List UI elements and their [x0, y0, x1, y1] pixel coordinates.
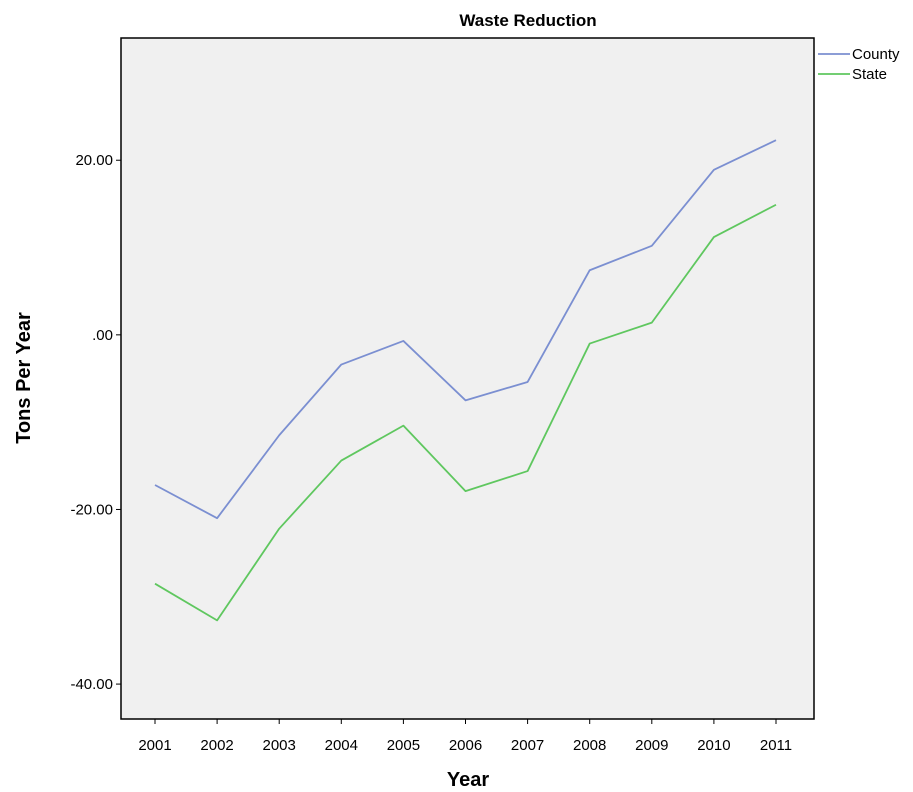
x-tick-label: 2008 [573, 737, 606, 754]
y-tick-label: .00 [92, 327, 113, 344]
x-tick-label: 2006 [449, 737, 482, 754]
x-tick-label: 2009 [635, 737, 668, 754]
x-tick-label: 2004 [325, 737, 358, 754]
series-line-county [154, 139, 777, 520]
chart-title: Waste Reduction [459, 11, 596, 30]
y-axis-label: Tons Per Year [13, 312, 35, 444]
y-tick-label: -20.00 [70, 501, 113, 518]
legend-label-state: State [852, 66, 887, 83]
series-lines [154, 139, 777, 622]
x-tick-label: 2001 [138, 737, 171, 754]
x-axis: 2001 2002 2003 2004 2005 2006 2007 2008 2009 2010… [138, 719, 792, 754]
legend-label-county: County [852, 46, 900, 63]
x-tick-label: 2003 [263, 737, 296, 754]
x-axis-label: Year [447, 769, 489, 791]
x-tick-label: 2007 [511, 737, 544, 754]
plot-area [120, 37, 815, 720]
x-tick-label: 2005 [387, 737, 420, 754]
x-tick-label: 2010 [697, 737, 730, 754]
x-tick-label: 2011 [760, 737, 792, 754]
x-tick-label: 2002 [200, 737, 233, 754]
legend: County State [818, 46, 900, 83]
y-axis: 20.00 .00 -20.00 -40.00 [70, 152, 121, 693]
y-tick-label: 20.00 [75, 152, 113, 169]
series-line-state [154, 203, 777, 622]
y-tick-label: -40.00 [70, 676, 113, 693]
